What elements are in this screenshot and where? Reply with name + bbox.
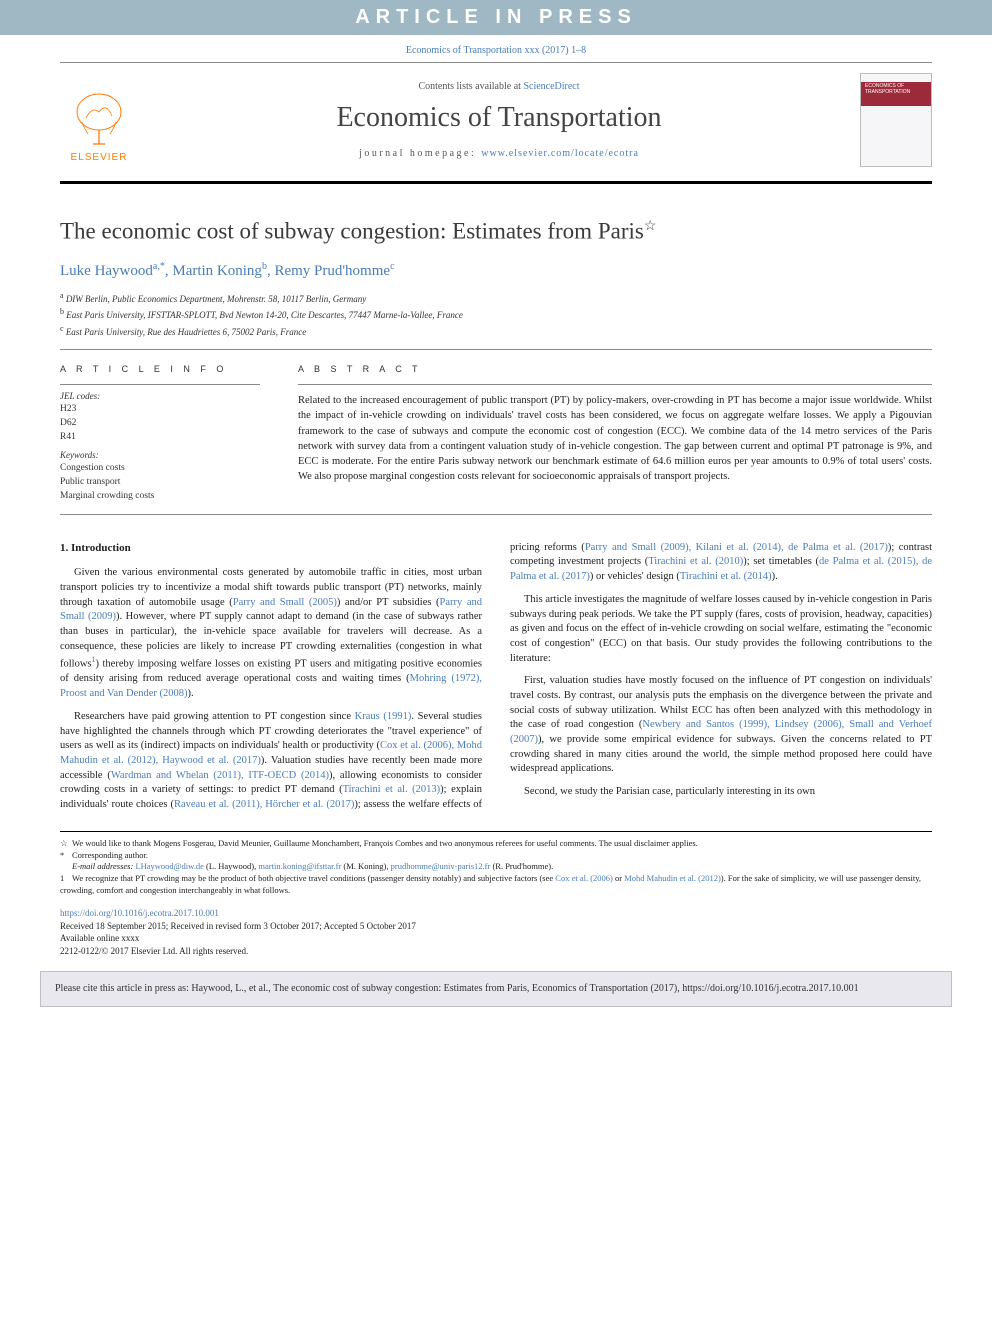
keywords: Congestion costs Public transport Margin… <box>60 462 260 503</box>
affiliations: a DIW Berlin, Public Economics Departmen… <box>60 290 932 340</box>
ref-kraus-1991[interactable]: Kraus (1991) <box>355 711 412 722</box>
ref-parry-kilani-depalma[interactable]: Parry and Small (2009), Kilani et al. (2… <box>585 542 888 553</box>
footnote-corr: *Corresponding author. <box>60 850 932 862</box>
ref-parry-small-2005[interactable]: Parry and Small (2005) <box>233 597 337 608</box>
article-info-heading: A R T I C L E I N F O <box>60 364 260 374</box>
article-title: The economic cost of subway congestion: … <box>60 218 932 245</box>
affiliation-a: a DIW Berlin, Public Economics Departmen… <box>60 290 932 307</box>
doi-block: https://doi.org/10.1016/j.ecotra.2017.10… <box>60 907 932 957</box>
ref-tirachini-2010[interactable]: Tirachini et al. (2010) <box>648 556 743 567</box>
elsevier-wordmark: ELSEVIER <box>71 152 128 163</box>
affiliation-c: c East Paris University, Rue des Haudrie… <box>60 323 932 340</box>
page-range: Economics of Transportation xxx (2017) 1… <box>0 35 992 62</box>
abstract-text: Related to the increased encouragement o… <box>298 393 932 484</box>
para-5: First, valuation studies have mostly foc… <box>510 674 932 777</box>
article-in-press-banner: ARTICLE IN PRESS <box>0 0 992 35</box>
homepage-prefix: journal homepage: <box>359 148 481 159</box>
divider-2 <box>60 514 932 515</box>
journal-title: Economics of Transportation <box>154 102 844 134</box>
article-info-column: A R T I C L E I N F O JEL codes: H23 D62… <box>60 364 260 504</box>
header-center: Contents lists available at ScienceDirec… <box>154 81 844 159</box>
cover-title: ECONOMICS OF TRANSPORTATION <box>865 84 927 95</box>
elsevier-tree-icon <box>68 92 130 150</box>
issn-line: 2212-0122/© 2017 Elsevier Ltd. All right… <box>60 945 932 958</box>
abstract-column: A B S T R A C T Related to the increased… <box>298 364 932 504</box>
author-1-marks: a,* <box>153 261 165 272</box>
keywords-label: Keywords: <box>60 450 260 460</box>
para-4: This article investigates the magnitude … <box>510 593 932 666</box>
para-6: Second, we study the Parisian case, part… <box>510 785 932 800</box>
author-list: Luke Haywooda,*, Martin Koningb, Remy Pr… <box>60 261 932 280</box>
journal-cover-thumbnail: ECONOMICS OF TRANSPORTATION <box>860 73 932 167</box>
available-line: Available online xxxx <box>60 932 932 945</box>
body-columns: 1. Introduction Given the various enviro… <box>60 541 932 813</box>
ref-mahudin-2012-fn[interactable]: Mohd Mahudin et al. (2012) <box>624 873 721 883</box>
para-1: Given the various environmental costs ge… <box>60 566 482 702</box>
ref-tirachini-2013[interactable]: Tirachini et al. (2013) <box>343 784 441 795</box>
received-line: Received 18 September 2015; Received in … <box>60 920 932 933</box>
article-title-text: The economic cost of subway congestion: … <box>60 219 644 244</box>
doi-link[interactable]: https://doi.org/10.1016/j.ecotra.2017.10… <box>60 908 219 918</box>
title-star-note: ☆ <box>644 219 657 234</box>
divider <box>60 349 932 350</box>
footnote-emails: E-mail addresses: LHaywood@diw.de (L. Ha… <box>60 861 932 873</box>
section-1-heading: 1. Introduction <box>60 541 482 556</box>
contents-lists-line: Contents lists available at ScienceDirec… <box>154 81 844 92</box>
info-abstract-row: A R T I C L E I N F O JEL codes: H23 D62… <box>60 364 932 504</box>
email-1[interactable]: LHaywood@diw.de <box>135 861 203 871</box>
ref-raveau-horcher[interactable]: Raveau et al. (2011), Hörcher et al. (20… <box>174 799 354 810</box>
author-3-marks: c <box>390 261 394 272</box>
email-2[interactable]: martin.koning@ifsttar.fr <box>258 861 341 871</box>
contents-prefix: Contents lists available at <box>418 81 523 92</box>
jel-codes: H23 D62 R41 <box>60 403 260 444</box>
homepage-line: journal homepage: www.elsevier.com/locat… <box>154 148 844 159</box>
abstract-heading: A B S T R A C T <box>298 364 932 374</box>
affiliation-b: b East Paris University, IFSTTAR-SPLOTT,… <box>60 306 932 323</box>
footnotes: ☆We would like to thank Mogens Fosgerau,… <box>60 831 932 897</box>
ref-cox-2006-fn[interactable]: Cox et al. (2006) <box>555 873 613 883</box>
author-3: Remy Prud'homme <box>274 263 390 279</box>
footnote-star: ☆We would like to thank Mogens Fosgerau,… <box>60 838 932 850</box>
elsevier-logo: ELSEVIER <box>60 77 138 163</box>
author-2: Martin Koning <box>172 263 262 279</box>
footnote-1: 1We recognize that PT crowding may be th… <box>60 873 932 897</box>
cite-this-article-box: Please cite this article in press as: Ha… <box>40 971 952 1007</box>
jel-label: JEL codes: <box>60 391 260 401</box>
ref-wardman-itf[interactable]: Wardman and Whelan (2011), ITF-OECD (201… <box>111 770 329 781</box>
ref-tirachini-2014[interactable]: Tirachini et al. (2014) <box>680 571 772 582</box>
author-1: Luke Haywood <box>60 263 153 279</box>
author-2-marks: b <box>262 261 267 272</box>
journal-header: ELSEVIER Contents lists available at Sci… <box>60 62 932 184</box>
email-3[interactable]: prudhomme@univ-paris12.fr <box>391 861 491 871</box>
sciencedirect-link[interactable]: ScienceDirect <box>523 81 579 92</box>
homepage-link[interactable]: www.elsevier.com/locate/ecotra <box>481 148 639 159</box>
